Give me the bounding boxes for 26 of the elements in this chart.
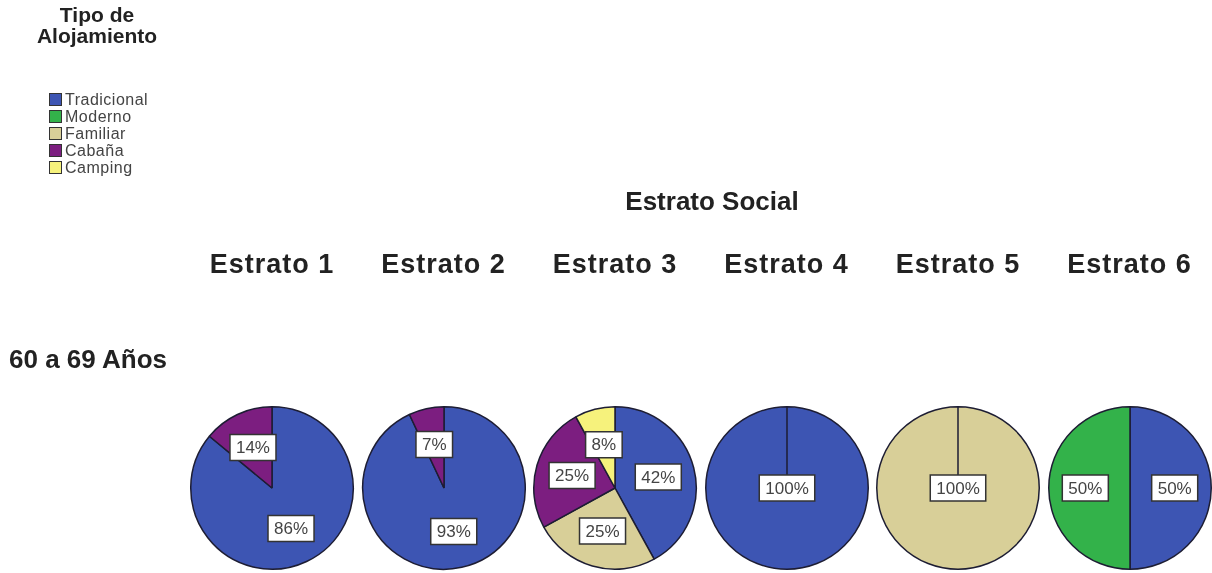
data-label: 100% — [764, 478, 809, 498]
legend-label: Camping — [65, 159, 133, 176]
chart-title: Estrato 5 — [894, 248, 1022, 280]
data-label: 50% — [1157, 478, 1192, 498]
data-label: 50% — [1067, 478, 1102, 498]
legend-label: Cabaña — [65, 142, 125, 159]
chart-title: Estrato 4 — [723, 248, 850, 280]
data-label: 14% — [235, 438, 270, 458]
data-label: 100% — [936, 478, 980, 498]
data-label: 25% — [555, 466, 590, 486]
legend-title: Tipo de Alojamiento — [35, 3, 159, 47]
legend-label: Tradicional — [65, 91, 149, 108]
legend-label: Moderno — [65, 108, 132, 125]
data-label: 25% — [585, 521, 620, 541]
data-label: 42% — [641, 467, 676, 487]
data-label: 86% — [274, 519, 309, 539]
chart-title: Estrato 2 — [380, 248, 507, 280]
data-label: 93% — [436, 522, 471, 542]
data-label: 7% — [421, 435, 447, 455]
text: 60 a 69 Años — [9, 344, 168, 374]
text: Estrato Social — [624, 186, 800, 216]
text: Estrato 1 — [208, 248, 336, 280]
chart-title: Estrato 3 — [551, 248, 679, 280]
legend-label: Familiar — [65, 125, 126, 142]
chart-title: Estrato 6 — [1066, 248, 1193, 280]
data-label: 8% — [591, 435, 617, 455]
